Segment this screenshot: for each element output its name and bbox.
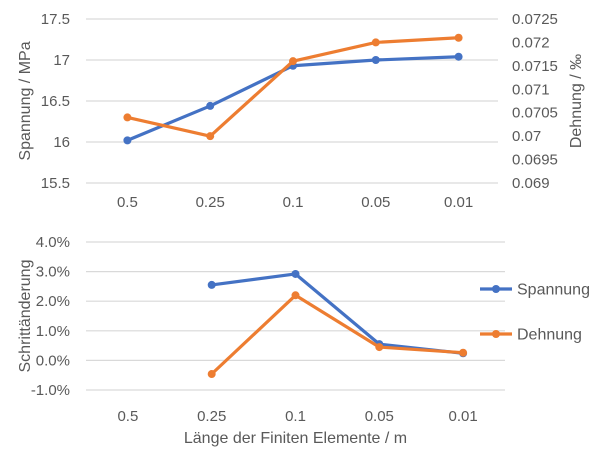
- x-axis-tick-label: 0.25: [196, 194, 225, 211]
- dehnung-data-point-marker: [207, 370, 216, 379]
- legend-marker-spannung: [492, 285, 500, 293]
- spannung-line: [211, 272, 464, 355]
- legend-label-spannung: Spannung: [517, 282, 590, 299]
- x-axis-tick-label: 0.5: [117, 194, 138, 211]
- x-axis-title: Länge der Finiten Elemente / m: [184, 430, 407, 447]
- secondary-y-axis-tick-label: 0.0705: [512, 105, 558, 122]
- dehnung-data-point-marker: [371, 38, 380, 47]
- dehnung-data-point-marker: [375, 343, 384, 352]
- secondary-y-axis-tick-label: 0.072: [512, 34, 550, 51]
- x-axis-tick-label: 0.1: [285, 408, 306, 425]
- y-axis-tick-label: 2.0%: [36, 293, 70, 310]
- y-axis-tick-label: 17: [53, 52, 70, 69]
- y-axis-tick-label: 15.5: [41, 175, 70, 192]
- x-axis-tick-label: 0.5: [117, 408, 138, 425]
- y-axis-tick-label: 0.0%: [36, 352, 70, 369]
- x-axis-tick-label: 0.1: [283, 194, 304, 211]
- secondary-y-axis-tick-label: 0.0725: [512, 11, 558, 28]
- spannung-data-point-marker: [206, 101, 215, 110]
- bottom-chart-schrittaenderung: 4.0% 3.0% 2.0% 1.0% 0.0% -1.0% 0.5 0.25 0.1 0.05 0…: [17, 234, 590, 447]
- dehnung-data-point-marker: [459, 348, 468, 357]
- dehnung-line: [210, 293, 464, 376]
- spannung-data-point-marker: [454, 52, 463, 61]
- secondary-y-axis-tick-label: 0.0695: [512, 152, 558, 169]
- spannung-data-point-marker: [371, 56, 380, 64]
- y-axis-tick-label: 4.0%: [36, 234, 70, 251]
- dehnung-data-point-marker: [291, 291, 300, 300]
- x-axis-tick-label: 0.05: [365, 408, 394, 425]
- dehnung-data-point-marker: [206, 132, 215, 141]
- secondary-y-axis-tick-label: 0.071: [512, 81, 550, 98]
- x-axis-tick-label: 0.01: [448, 408, 477, 425]
- spannung-data-point-marker: [123, 136, 132, 145]
- y-axis-tick-label: 16.5: [41, 93, 70, 110]
- spannung-data-point-marker: [207, 280, 216, 289]
- legend-marker-dehnung: [492, 330, 500, 338]
- y-axis-tick-label: 3.0%: [36, 264, 70, 281]
- dehnung-data-point-marker: [123, 113, 132, 122]
- top-chart-spannung-dehnung: 17.5 17 16.5 16 15.5 0.0725 0.072 0.0715 0.071 0.…: [17, 11, 585, 211]
- secondary-y-axis-tick-label: 0.07: [512, 128, 541, 145]
- x-axis-tick-label: 0.01: [444, 194, 473, 211]
- x-axis-tick-label: 0.25: [197, 408, 226, 425]
- secondary-y-axis-title: Dehnung / ‰: [568, 54, 585, 148]
- y-axis-tick-label: 1.0%: [36, 323, 70, 340]
- legend-label-dehnung: Dehnung: [517, 327, 582, 344]
- dehnung-data-point-marker: [454, 33, 463, 42]
- dehnung-data-point-marker: [289, 57, 297, 66]
- secondary-y-axis-tick-label: 0.0715: [512, 58, 558, 75]
- spannung-data-point-marker: [291, 269, 300, 278]
- y-axis-title: Schrittänderung: [17, 260, 34, 373]
- y-axis-title: Spannung / MPa: [17, 41, 34, 160]
- secondary-y-axis-tick-label: 0.069: [512, 175, 550, 192]
- y-axis-tick-label: 16: [53, 134, 70, 151]
- y-axis-tick-label: -1.0%: [31, 382, 70, 399]
- x-axis-tick-label: 0.05: [361, 194, 390, 211]
- y-axis-tick-label: 17.5: [41, 11, 70, 28]
